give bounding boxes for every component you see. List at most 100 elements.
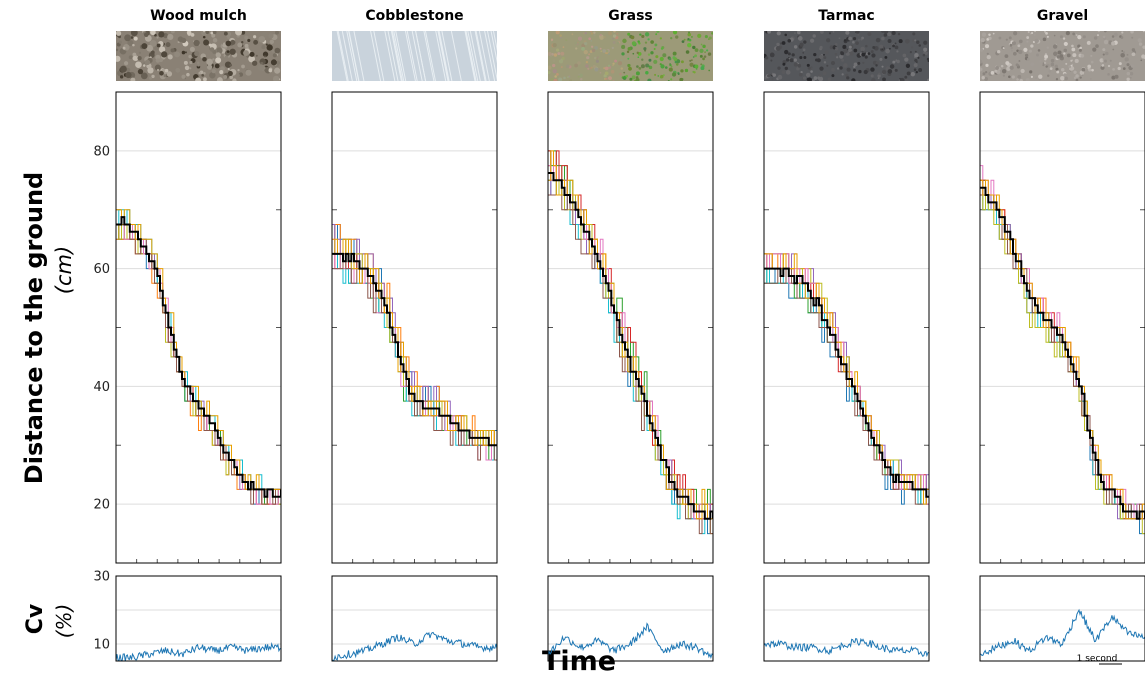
texture-grain: [875, 61, 880, 65]
texture-grain: [122, 46, 126, 50]
texture-grain: [1063, 73, 1067, 77]
texture-grain: [627, 47, 632, 51]
texture-grain: [577, 75, 580, 78]
texture-grain: [261, 45, 266, 50]
texture-grain: [1013, 31, 1018, 36]
texture-grain: [1073, 70, 1077, 74]
texture-grain: [648, 58, 652, 62]
main-axes-frame: [979, 91, 1145, 564]
texture-grain: [1047, 74, 1050, 78]
texture-grain: [692, 45, 696, 50]
texture-grain: [819, 45, 823, 50]
texture-grain: [137, 68, 144, 75]
texture-grain: [898, 39, 903, 44]
texture-grain: [637, 56, 640, 59]
texture-grain: [1122, 67, 1126, 71]
texture-grain: [654, 43, 658, 47]
texture-grain: [588, 37, 592, 41]
texture-grain: [565, 64, 570, 69]
texture-grain: [227, 70, 233, 77]
texture-grain: [817, 76, 821, 80]
texture-grain: [912, 32, 916, 36]
texture-grain: [1060, 75, 1065, 81]
texture-grain: [1044, 31, 1046, 33]
texture-grain: [156, 36, 159, 39]
texture-grain: [599, 47, 602, 50]
texture-grain: [156, 68, 160, 72]
texture-grain: [138, 51, 142, 54]
texture-grain: [1050, 58, 1055, 63]
texture-grain: [154, 33, 157, 37]
texture-grain: [189, 67, 192, 70]
texture-grain: [1024, 53, 1029, 58]
texture-grain: [552, 59, 556, 63]
texture-grain: [264, 55, 267, 58]
texture-grain: [268, 68, 273, 73]
texture-grain: [703, 55, 707, 58]
texture-grain: [628, 66, 632, 71]
texture-grain: [662, 74, 665, 77]
texture-grain: [206, 58, 213, 66]
texture-grain: [585, 60, 589, 64]
texture-grain: [846, 67, 851, 72]
texture-grain: [1113, 39, 1115, 42]
texture-grain: [623, 71, 626, 74]
texture-grain: [914, 52, 919, 58]
texture-grain: [1124, 57, 1129, 62]
texture-grain: [670, 65, 673, 68]
cv-line: [548, 622, 713, 660]
texture-grain: [981, 32, 987, 37]
texture-grain: [1034, 31, 1036, 33]
texture-grain: [1100, 65, 1105, 70]
texture-grain: [1059, 54, 1064, 58]
texture-grain: [620, 67, 623, 70]
texture-grain: [1095, 44, 1099, 48]
texture-grain: [253, 35, 257, 39]
texture-grain: [641, 58, 644, 61]
texture-grain: [784, 33, 788, 37]
trial-line: [764, 253, 929, 505]
texture-grain: [229, 63, 233, 67]
texture-grain: [864, 50, 867, 53]
texture-grain: [776, 42, 780, 47]
texture-grain: [214, 63, 220, 69]
texture-grain: [995, 66, 999, 70]
texture-grain: [870, 50, 874, 54]
texture-grain: [594, 67, 599, 72]
texture-grain: [655, 55, 659, 59]
texture-grain: [244, 35, 249, 40]
cv-axes-frame: [763, 575, 930, 662]
y-tick-label: 60: [93, 262, 110, 277]
texture-grain: [116, 31, 122, 36]
texture-grain: [373, 31, 385, 81]
texture-grain: [614, 59, 617, 63]
texture-grain: [802, 76, 807, 80]
texture-grain: [216, 47, 223, 54]
texture-grain: [212, 31, 217, 35]
texture-grain: [694, 48, 699, 53]
texture-grain: [777, 66, 781, 70]
texture-grain: [1034, 76, 1038, 80]
texture-grain: [702, 57, 705, 61]
texture-grain: [785, 70, 791, 75]
texture-grain: [116, 48, 119, 52]
texture-grain: [274, 47, 281, 54]
panel-wood-mulch: Wood mulch 20 40 60 80 10 30: [93, 8, 282, 662]
texture-grain: [1121, 50, 1124, 52]
texture-grain: [1018, 49, 1023, 55]
cv-axes-frame: [979, 575, 1145, 662]
texture-grain: [887, 39, 892, 44]
main-axes-frame: [115, 91, 282, 564]
texture-grain: [672, 31, 678, 35]
texture-grain: [274, 67, 281, 74]
texture-grain: [916, 40, 920, 45]
texture-grain: [1013, 51, 1017, 56]
texture-grain: [1142, 45, 1145, 49]
texture-grain: [871, 78, 876, 81]
texture-grain: [904, 78, 909, 81]
texture-grain: [1009, 77, 1012, 80]
texture-grain: [1099, 58, 1104, 63]
texture-grain: [914, 39, 917, 42]
texture-grain: [1068, 65, 1072, 69]
texture-grain: [1052, 44, 1058, 49]
